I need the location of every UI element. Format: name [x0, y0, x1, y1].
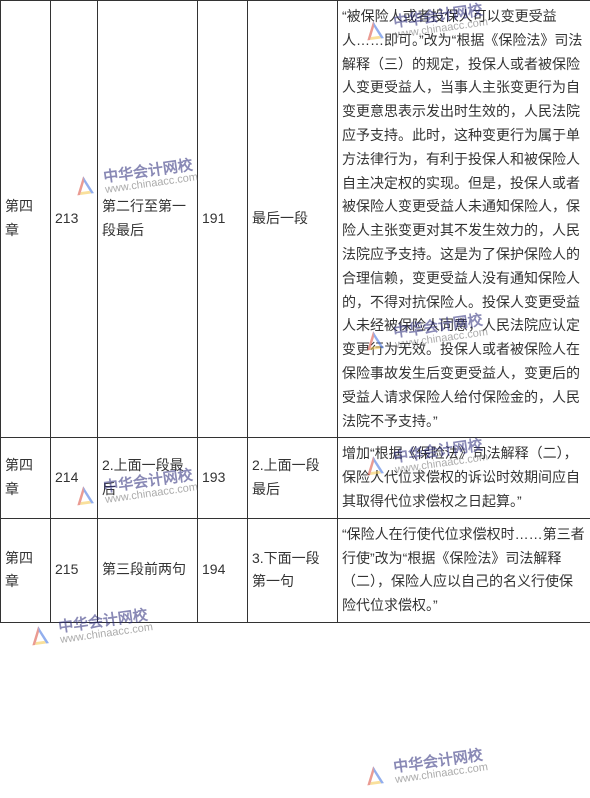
- loc-new-cell: 3.下面一段第一句: [248, 518, 338, 622]
- watermark-url: www.chinaacc.com: [395, 762, 489, 786]
- loc-new-cell: 最后一段: [248, 1, 338, 438]
- change-cell: “保险人在行使代位求偿权时……第三者行使”改为“根据《保险法》司法解释（二），保…: [338, 518, 590, 622]
- page-old-cell: 213: [51, 1, 98, 438]
- page-old-cell: 215: [51, 518, 98, 622]
- page-new-cell: 194: [198, 518, 248, 622]
- watermark: 中华会计网校 www.chinaacc.com: [359, 746, 489, 791]
- chapter-cell: 第四章: [1, 518, 51, 622]
- loc-old-cell: 2.上面一段最后: [98, 438, 198, 518]
- logo-icon: [359, 760, 391, 792]
- page-old-cell: 214: [51, 438, 98, 518]
- change-cell: “被保险人或者投保人可以变更受益人……即可。”改为“根据《保险法》司法解释（三）…: [338, 1, 590, 438]
- change-cell: 增加“根据《保险法》司法解释（二），保险人代位求偿权的诉讼时效期间应自其取得代位…: [338, 438, 590, 518]
- table-row: 第四章2142.上面一段最后1932.上面一段最后增加“根据《保险法》司法解释（…: [1, 438, 590, 518]
- watermark-url: www.chinaacc.com: [60, 622, 154, 646]
- table-row: 第四章213第二行至第一段最后191最后一段“被保险人或者投保人可以变更受益人……: [1, 1, 590, 438]
- watermark-cn: 中华会计网校: [392, 747, 487, 775]
- comparison-table: 第四章213第二行至第一段最后191最后一段“被保险人或者投保人可以变更受益人……: [0, 0, 590, 623]
- table-row: 第四章215第三段前两句1943.下面一段第一句“保险人在行使代位求偿权时……第…: [1, 518, 590, 622]
- page-new-cell: 191: [198, 1, 248, 438]
- loc-new-cell: 2.上面一段最后: [248, 438, 338, 518]
- chapter-cell: 第四章: [1, 1, 51, 438]
- loc-old-cell: 第三段前两句: [98, 518, 198, 622]
- logo-icon: [24, 620, 56, 652]
- loc-old-cell: 第二行至第一段最后: [98, 1, 198, 438]
- chapter-cell: 第四章: [1, 438, 51, 518]
- page-new-cell: 193: [198, 438, 248, 518]
